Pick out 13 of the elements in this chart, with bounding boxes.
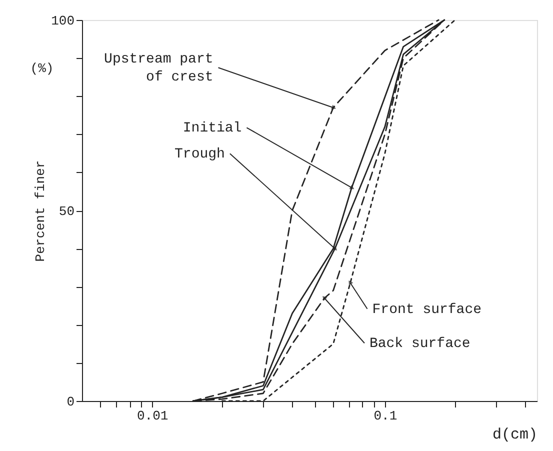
series-label: Front surface (372, 302, 482, 318)
text: Back surface (369, 336, 470, 352)
y-axis-title: Percent finer (33, 160, 48, 262)
x-tick-label: 0.1 (374, 408, 398, 424)
x-tick-label: 0.01 (136, 408, 168, 424)
text: Upstream part of crest (104, 52, 214, 86)
text: Initial (182, 120, 242, 137)
y-tick-label: 50 (58, 204, 74, 219)
text: Trough (174, 146, 225, 163)
text: (%) (30, 61, 54, 76)
y-tick-label: 100 (51, 14, 74, 28)
y-tick-label: 0 (66, 394, 74, 410)
x-axis-title: d(cm) (492, 426, 538, 444)
